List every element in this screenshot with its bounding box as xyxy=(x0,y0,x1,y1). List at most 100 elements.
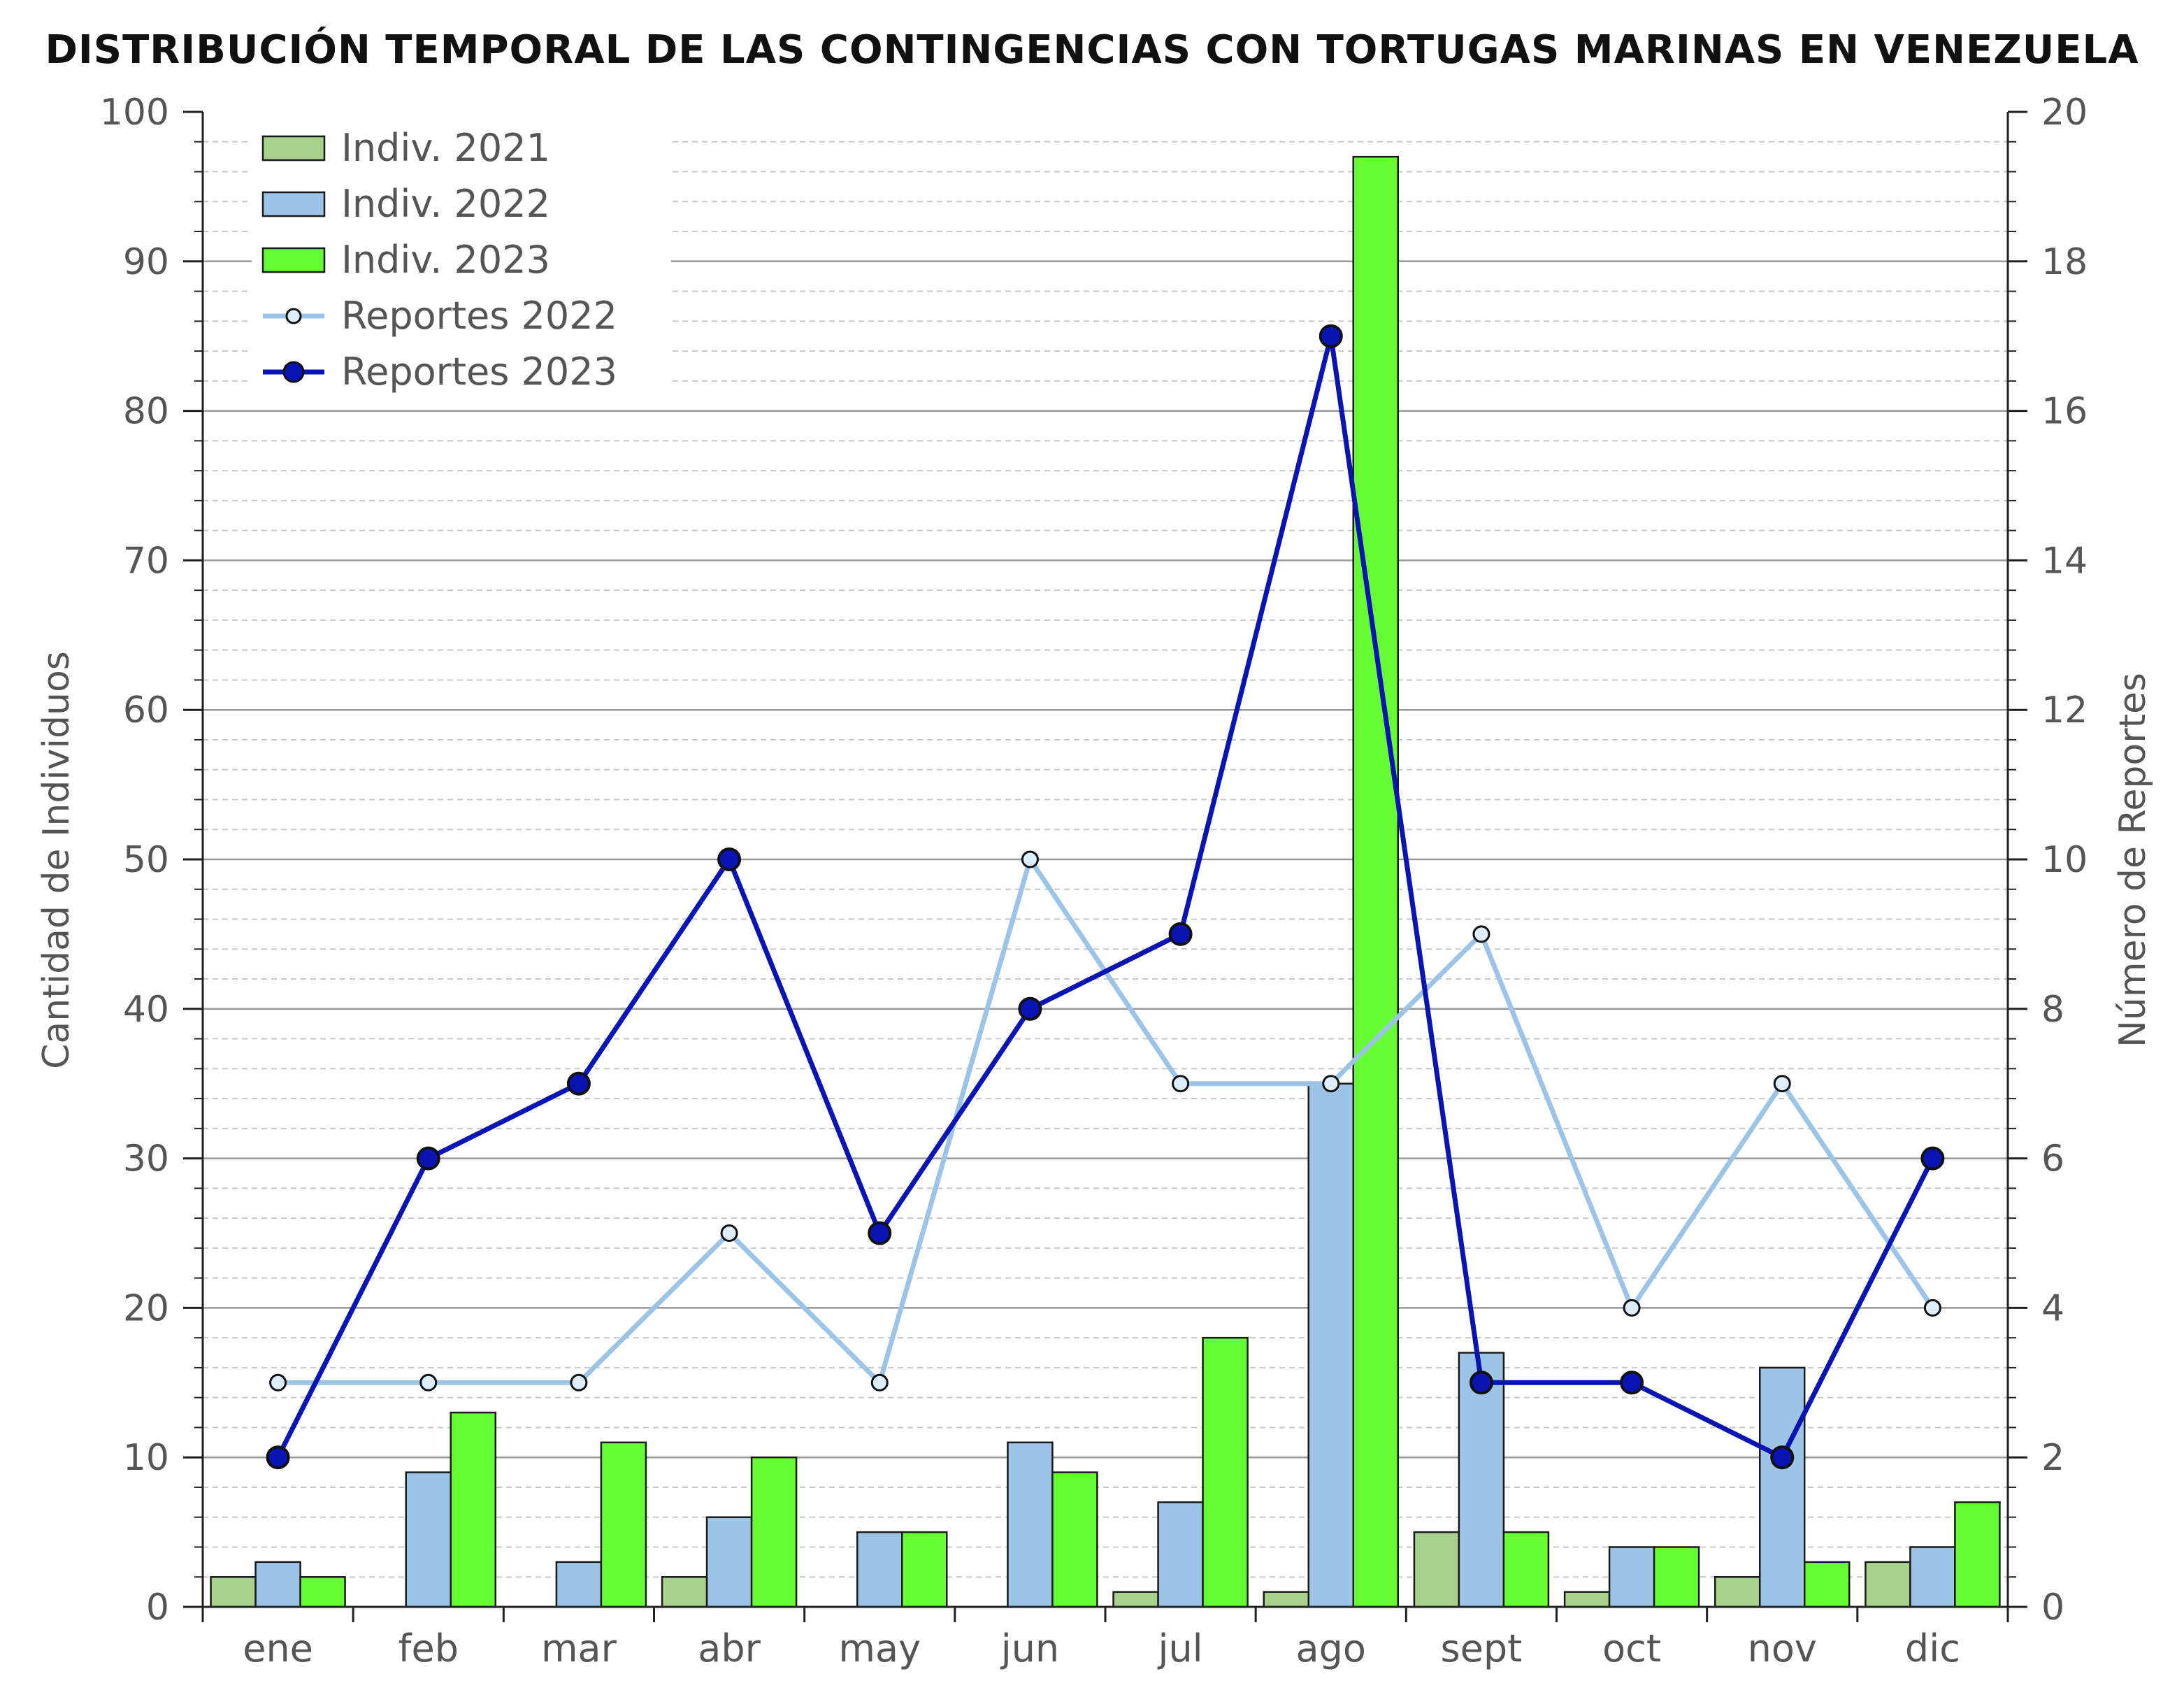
point-reportes-2022 xyxy=(720,1224,738,1242)
point-reportes-2023 xyxy=(416,1146,440,1171)
point-reportes-2022 xyxy=(1623,1299,1641,1317)
bar-indiv-2023 xyxy=(600,1441,647,1608)
y2-axis-label: Número de Reportes xyxy=(2112,673,2154,1047)
bar-indiv-2022 xyxy=(1608,1546,1655,1608)
x-tick-label: abr xyxy=(698,1626,761,1671)
x-tick-label: ago xyxy=(1296,1626,1366,1671)
line-reportes-2023 xyxy=(275,334,1935,1460)
legend-marker-reportes-2022 xyxy=(285,308,302,324)
point-reportes-2023 xyxy=(1319,324,1343,348)
point-reportes-2022 xyxy=(269,1373,287,1392)
bar-indiv-2022 xyxy=(1909,1546,1956,1608)
bar-indiv-2023 xyxy=(1653,1546,1700,1608)
legend-swatch-indiv-2022 xyxy=(261,191,326,217)
x-tick-label: dic xyxy=(1905,1626,1960,1671)
bar-indiv-2023 xyxy=(1954,1501,2001,1608)
y-tick-label: 0 xyxy=(146,1587,169,1629)
y-tick-label: 70 xyxy=(123,540,169,582)
y-tick-label: 90 xyxy=(123,241,169,283)
bar-indiv-2022 xyxy=(254,1561,301,1608)
bar-indiv-2021 xyxy=(1865,1561,1911,1608)
x-tick-label: jun xyxy=(1000,1626,1059,1671)
bar-indiv-2021 xyxy=(661,1575,708,1608)
x-tick-label: oct xyxy=(1602,1626,1661,1671)
bar-indiv-2023 xyxy=(1202,1336,1249,1608)
y2-tick-label: 2 xyxy=(2041,1437,2064,1479)
y2-tick-label: 20 xyxy=(2041,92,2088,134)
point-reportes-2023 xyxy=(1168,922,1193,946)
point-reportes-2022 xyxy=(1021,850,1039,868)
y-tick-label: 50 xyxy=(123,839,169,881)
bar-indiv-2022 xyxy=(856,1531,903,1608)
x-tick-label: feb xyxy=(398,1626,459,1671)
y-tick-label: 40 xyxy=(123,989,169,1031)
x-tick-label: may xyxy=(838,1626,921,1671)
point-reportes-2023 xyxy=(1920,1146,1945,1171)
bar-indiv-2023 xyxy=(299,1575,346,1608)
y2-tick-label: 0 xyxy=(2041,1587,2064,1629)
bar-indiv-2023 xyxy=(1352,155,1399,1608)
point-reportes-2022 xyxy=(1472,925,1490,943)
bar-indiv-2023 xyxy=(1804,1561,1851,1608)
y2-tick-label: 10 xyxy=(2041,839,2088,881)
y-tick-label: 60 xyxy=(123,689,169,731)
y-tick-label: 80 xyxy=(123,391,169,433)
legend-label-reportes-2022: Reportes 2022 xyxy=(341,294,617,338)
bar-indiv-2021 xyxy=(1714,1575,1761,1608)
x-tick-label: nov xyxy=(1748,1626,1817,1671)
x-tick-label: sept xyxy=(1441,1626,1523,1671)
bar-indiv-2021 xyxy=(1563,1591,1611,1608)
bar-indiv-2022 xyxy=(1007,1441,1054,1608)
point-reportes-2022 xyxy=(870,1373,889,1392)
axes-layer: 0 10 20 30 40 50 60 70 80 90 100 0 2 4 6 8 10 12 14 16 18 20 e… xyxy=(100,92,2088,1671)
y2-tick-label: 16 xyxy=(2041,391,2088,433)
point-reportes-2023 xyxy=(1469,1371,1493,1395)
point-reportes-2023 xyxy=(566,1071,591,1096)
point-reportes-2023 xyxy=(717,847,742,871)
bar-indiv-2021 xyxy=(210,1575,257,1608)
bar-indiv-2022 xyxy=(1759,1366,1806,1608)
legend-label-indiv-2022: Indiv. 2022 xyxy=(341,182,550,226)
y2-tick-label: 12 xyxy=(2041,689,2088,731)
bar-indiv-2022 xyxy=(555,1561,603,1608)
y-tick-label: 30 xyxy=(123,1138,169,1180)
legend-label-indiv-2021: Indiv. 2021 xyxy=(341,126,550,170)
point-reportes-2023 xyxy=(1620,1371,1644,1395)
y2-tick-label: 8 xyxy=(2041,989,2064,1031)
point-reportes-2023 xyxy=(1018,996,1042,1021)
legend: Indiv. 2021 Indiv. 2022 Indiv. 2023 Reporte… xyxy=(252,119,671,406)
y-tick-label: 100 xyxy=(100,92,169,134)
bar-indiv-2023 xyxy=(901,1531,948,1608)
bar-indiv-2023 xyxy=(450,1411,496,1608)
y2-tick-label: 4 xyxy=(2041,1287,2064,1329)
bar-indiv-2022 xyxy=(705,1516,753,1608)
bar-indiv-2021 xyxy=(1112,1591,1159,1608)
legend-label-indiv-2023: Indiv. 2023 xyxy=(341,238,550,282)
bars-layer xyxy=(210,155,2001,1608)
bar-indiv-2021 xyxy=(1263,1591,1309,1608)
y2-tick-label: 6 xyxy=(2041,1138,2064,1180)
point-reportes-2022 xyxy=(1773,1075,1791,1093)
bar-indiv-2021 xyxy=(1413,1531,1460,1608)
bar-indiv-2023 xyxy=(750,1456,798,1608)
point-reportes-2023 xyxy=(1770,1445,1795,1470)
bar-indiv-2022 xyxy=(405,1471,452,1608)
point-reportes-2022 xyxy=(1172,1075,1190,1093)
y-tick-label: 20 xyxy=(123,1287,169,1329)
y2-tick-label: 18 xyxy=(2041,241,2088,283)
bar-indiv-2023 xyxy=(1502,1531,1550,1608)
y-axis-label: Cantidad de Individuos xyxy=(36,651,78,1069)
lines-layer xyxy=(266,324,1945,1470)
bar-indiv-2022 xyxy=(1307,1082,1354,1608)
point-reportes-2022 xyxy=(1923,1299,1941,1317)
bar-indiv-2022 xyxy=(1157,1501,1204,1608)
point-reportes-2022 xyxy=(1322,1075,1340,1093)
bar-indiv-2023 xyxy=(1051,1471,1098,1608)
legend-label-reportes-2023: Reportes 2023 xyxy=(341,350,617,394)
point-reportes-2022 xyxy=(570,1373,588,1392)
x-tick-label: jul xyxy=(1157,1626,1202,1671)
legend-swatch-indiv-2023 xyxy=(261,247,326,273)
legend-swatch-indiv-2021 xyxy=(261,135,326,162)
